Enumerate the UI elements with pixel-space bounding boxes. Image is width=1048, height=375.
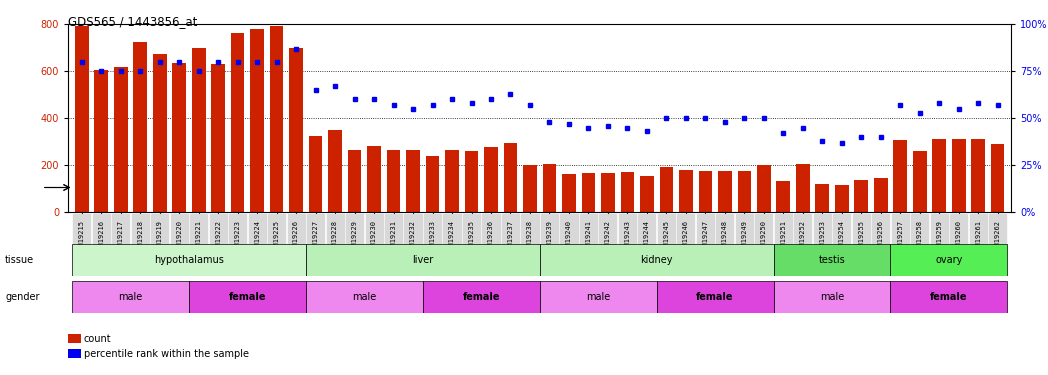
Text: ovary: ovary [935, 255, 963, 265]
Bar [718, 171, 732, 212]
Bar [854, 180, 868, 212]
Bar [757, 165, 770, 212]
Text: liver: liver [412, 255, 434, 265]
Bar [422, 281, 540, 313]
Bar [523, 165, 537, 212]
Text: male: male [118, 292, 143, 302]
Bar [971, 139, 985, 212]
Bar [192, 48, 205, 212]
Bar [306, 281, 422, 313]
Bar [815, 184, 829, 212]
Text: female: female [462, 292, 500, 302]
Bar [407, 150, 420, 212]
Bar [562, 174, 575, 212]
Bar [773, 281, 891, 313]
Bar [777, 182, 790, 212]
Bar [796, 164, 810, 212]
Text: GDS565 / 1443856_at: GDS565 / 1443856_at [68, 15, 197, 28]
Bar [540, 244, 773, 276]
Bar [933, 139, 946, 212]
Bar [289, 48, 303, 212]
Text: female: female [228, 292, 266, 302]
Bar [990, 144, 1004, 212]
Text: male: male [352, 292, 376, 302]
Text: male: male [820, 292, 844, 302]
Bar [367, 146, 380, 212]
Bar [348, 150, 362, 212]
Bar [72, 244, 306, 276]
Bar [657, 281, 773, 313]
Bar [425, 156, 439, 212]
Bar [540, 281, 657, 313]
Bar [543, 164, 556, 212]
Bar [212, 64, 225, 212]
Bar [874, 178, 888, 212]
Text: percentile rank within the sample: percentile rank within the sample [84, 349, 248, 358]
Bar [640, 176, 654, 212]
Text: count: count [84, 334, 111, 344]
Text: male: male [586, 292, 610, 302]
Bar [250, 28, 264, 212]
Text: hypothalamus: hypothalamus [154, 255, 224, 265]
Text: gender: gender [5, 292, 40, 302]
Bar [133, 42, 147, 212]
Text: female: female [931, 292, 967, 302]
Bar [738, 171, 751, 212]
Bar [309, 136, 323, 212]
Bar [94, 70, 108, 212]
Bar [952, 139, 965, 212]
Bar [464, 151, 478, 212]
Bar [231, 33, 244, 212]
Bar [891, 281, 1007, 313]
Bar [269, 26, 283, 212]
Text: kidney: kidney [640, 255, 673, 265]
Bar [114, 67, 128, 212]
Bar [699, 171, 713, 212]
Bar [913, 151, 926, 212]
Bar [306, 244, 540, 276]
Bar [484, 147, 498, 212]
Text: testis: testis [818, 255, 846, 265]
Bar [620, 172, 634, 212]
Bar [582, 173, 595, 212]
Bar [773, 244, 891, 276]
Bar [189, 281, 306, 313]
Bar [328, 130, 342, 212]
Bar [835, 185, 849, 212]
Bar [891, 244, 1007, 276]
Bar [602, 173, 615, 212]
Text: female: female [696, 292, 734, 302]
Bar [153, 54, 167, 212]
Bar [72, 281, 189, 313]
Bar [659, 167, 673, 212]
Bar [679, 170, 693, 212]
Bar [445, 150, 459, 212]
Bar [387, 150, 400, 212]
Bar [893, 140, 908, 212]
Bar [504, 143, 518, 212]
Bar [172, 63, 185, 212]
Text: tissue: tissue [5, 255, 35, 265]
Bar [75, 26, 89, 212]
